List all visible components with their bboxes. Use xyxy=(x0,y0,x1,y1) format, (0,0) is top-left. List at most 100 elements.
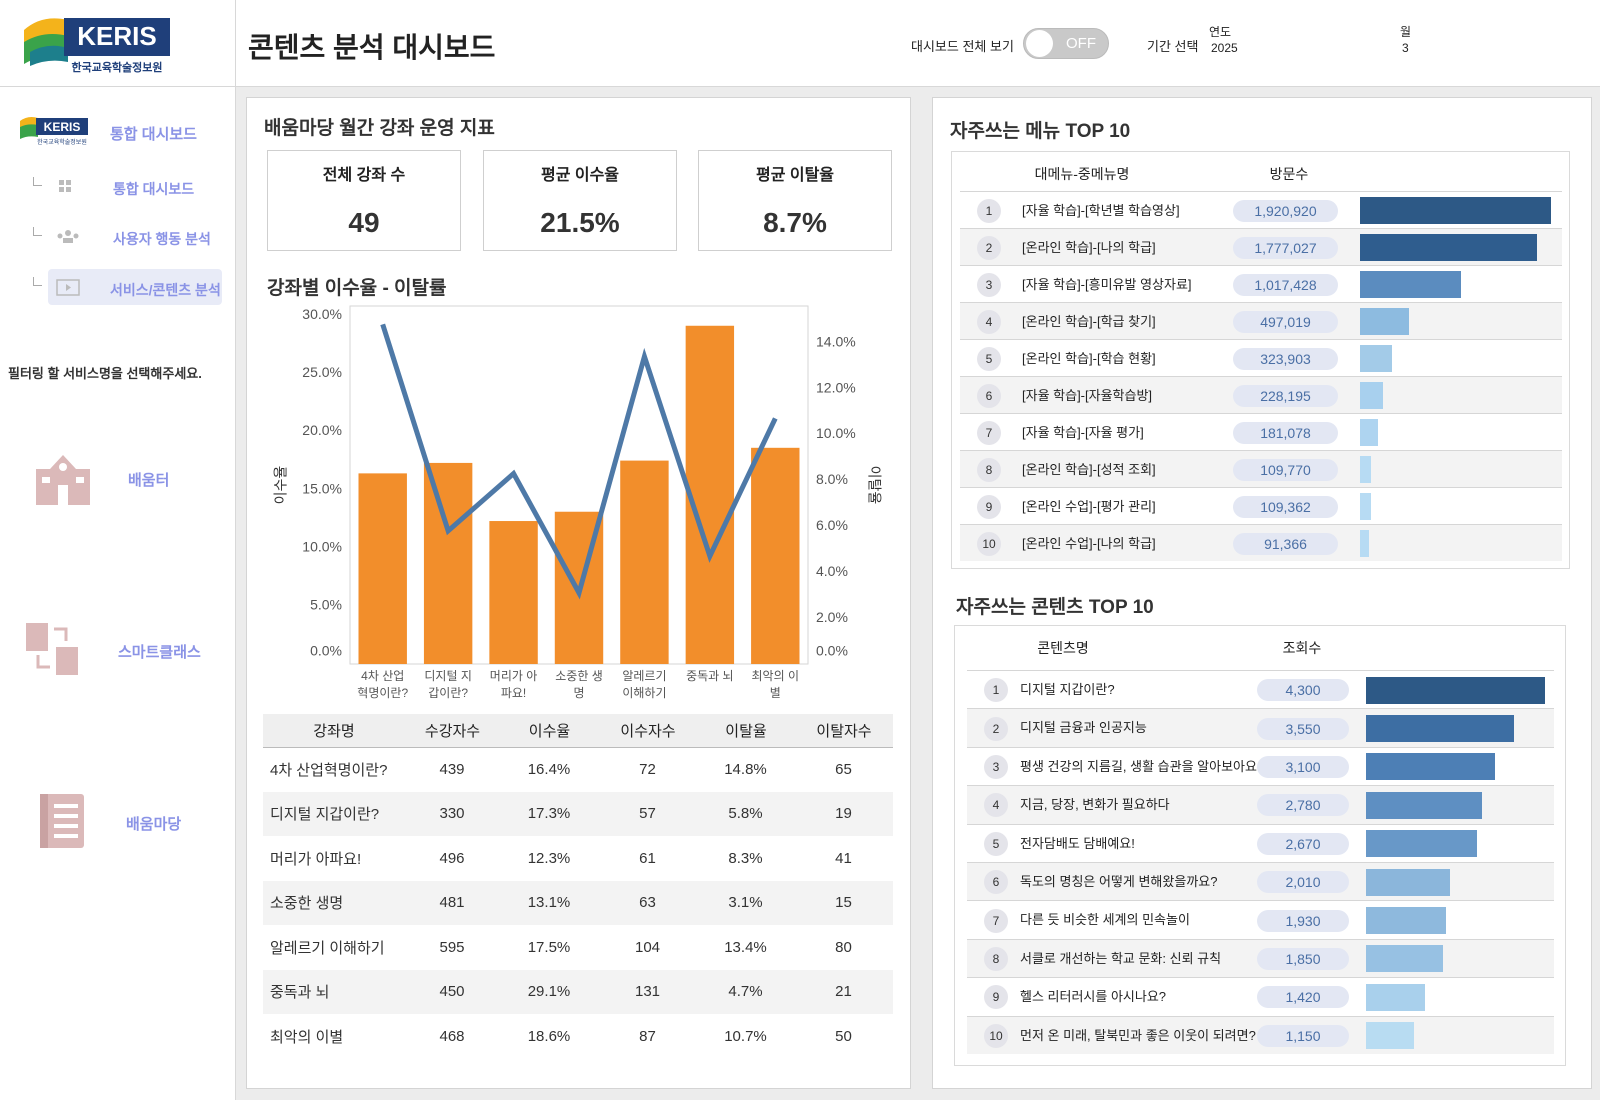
count-pill: 3,100 xyxy=(1257,755,1349,778)
column-header: 이탈율 xyxy=(697,714,795,748)
rank-badge: 2 xyxy=(984,716,1008,741)
table-row: 중독과 뇌 450 29.1% 131 4.7% 21 xyxy=(263,969,893,1014)
bar xyxy=(1360,419,1378,446)
course-table: 강좌명 수강자수 이수율 이수자수 이탈율 이탈자수 4차 산업혁명이란? 439 16.4% 7… xyxy=(263,714,893,1059)
x-label-box: 소중한 생명 xyxy=(555,669,603,700)
bar xyxy=(358,473,407,664)
kpi-card: 평균 이수율 21.5% xyxy=(483,150,677,251)
table-row: 디지털 지갑이란? 330 17.3% 57 5.8% 19 xyxy=(263,791,893,836)
rank-badge: 10 xyxy=(977,531,1001,556)
tick-label: 2.0% xyxy=(816,609,848,625)
item-name: 헬스 리터러시를 아시나요? xyxy=(1020,989,1167,1005)
count-pill: 1,777,027 xyxy=(1233,236,1338,259)
tick-label: 0.0% xyxy=(816,643,848,659)
count-pill: 1,930 xyxy=(1257,909,1349,932)
month-select[interactable]: 3 xyxy=(1402,41,1409,55)
table-cell: 330 xyxy=(439,805,465,823)
nav-item[interactable]: 서비스/콘텐츠 분석 xyxy=(110,282,221,298)
nav-selected[interactable] xyxy=(48,269,222,305)
table-cell: 131 xyxy=(634,983,661,1001)
rank-badge: 4 xyxy=(984,793,1008,818)
sidebar: KERIS 한국교육학술정보원 통합 대시보드 통합 대시보드 사용자 행동 분… xyxy=(0,87,236,1100)
x-label-box: 중독과 뇌 xyxy=(686,669,734,683)
month-label: 월 xyxy=(1400,25,1412,39)
table-cell: 10.7% xyxy=(724,1027,767,1045)
count-pill: 91,366 xyxy=(1233,532,1338,555)
logo[interactable]: KERIS 한국교육학술정보원 xyxy=(0,0,236,87)
nav-icon xyxy=(56,279,80,296)
toggle-switch[interactable]: OFF xyxy=(1023,28,1109,59)
item-name: [온라인 수업]-[평가 관리] xyxy=(1022,499,1156,514)
bar xyxy=(1366,1022,1414,1050)
table-cell: 481 xyxy=(439,894,465,912)
mini-logo-name: KERIS xyxy=(44,120,81,134)
bar xyxy=(1360,271,1462,298)
service-item[interactable]: 배움터 xyxy=(128,472,170,489)
item-name: [온라인 학습]-[성적 조회] xyxy=(1022,462,1156,477)
bar xyxy=(423,462,473,664)
x-label-box: 디지털 지갑이란? xyxy=(424,669,472,700)
service-icon xyxy=(26,623,78,675)
item-name: [자율 학습]-[흥미유발 영상자료] xyxy=(1022,277,1192,292)
table-cell: 알레르기 이해하기 xyxy=(270,939,385,957)
table-cell: 21 xyxy=(835,983,852,1001)
kpi-card: 전체 강좌 수 49 xyxy=(267,150,461,251)
bar xyxy=(751,447,800,664)
item-name: 다른 듯 비슷한 세계의 민속놀이 xyxy=(1020,912,1190,928)
bar xyxy=(1366,715,1514,743)
tick-label: 8.0% xyxy=(816,471,848,487)
bar xyxy=(1360,308,1410,335)
nav-item[interactable]: 사용자 행동 분석 xyxy=(113,231,211,247)
table-row: 알레르기 이해하기 595 17.5% 104 13.4% 80 xyxy=(263,925,893,970)
table-cell: 595 xyxy=(439,938,465,956)
tick-label: 14.0% xyxy=(816,333,856,349)
count-pill: 1,920,920 xyxy=(1233,199,1338,222)
table-cell: 소중한 생명 xyxy=(270,895,344,913)
table-cell: 29.1% xyxy=(527,983,571,1001)
tick-label: 6.0% xyxy=(816,517,848,533)
list-row: 10 먼저 온 미래, 탈북민과 좋은 이웃이 되려면? 1,150 xyxy=(967,1015,1554,1054)
x-label-box: 알레르기 이해하기 xyxy=(622,669,666,700)
service-item[interactable]: 배움마당 xyxy=(126,816,182,833)
chart-title: 강좌별 이수율 - 이탈률 xyxy=(267,278,447,299)
table-cell: 3.1% xyxy=(728,894,763,912)
bar xyxy=(1366,868,1450,896)
nav-item[interactable]: 통합 대시보드 xyxy=(113,181,195,197)
logo-subtitle: 한국교육학술정보원 xyxy=(71,60,162,74)
table-cell: 12.3% xyxy=(527,849,571,867)
tick-label: 30.0% xyxy=(302,306,342,322)
tick-label: 10.0% xyxy=(302,538,342,554)
rank-badge: 7 xyxy=(977,420,1001,445)
rank-badge: 7 xyxy=(984,908,1008,933)
year-select[interactable]: 2025 xyxy=(1211,41,1238,55)
bar xyxy=(1360,530,1370,557)
service-item[interactable]: 스마트클래스 xyxy=(118,644,201,661)
list-row: 4 지금, 당장, 변화가 필요하다 2,780 xyxy=(967,785,1554,824)
menu-list: 대메뉴-중메뉴명 방문수 1 [자율 학습]-[학년별 학습영상] 1,920,92… xyxy=(951,151,1570,569)
table-cell: 19 xyxy=(835,805,852,823)
list-row: 10 [온라인 수업]-[나의 학급] 91,366 xyxy=(960,524,1562,561)
list-row: 4 [온라인 학습]-[학급 찾기] 497,019 xyxy=(960,302,1562,339)
kpi-value: 49 xyxy=(348,207,380,238)
table-cell: 61 xyxy=(639,849,656,867)
table-cell: 468 xyxy=(439,1027,465,1045)
rank-badge: 1 xyxy=(984,678,1008,703)
bar xyxy=(1366,791,1482,819)
rank-badge: 8 xyxy=(977,457,1001,482)
line xyxy=(380,323,778,600)
list-row: 9 헬스 리터러시를 아시나요? 1,420 xyxy=(967,977,1554,1016)
list-row: 8 서클로 개선하는 학교 문화: 신뢰 규칙 1,850 xyxy=(967,938,1554,978)
tick-label: 10.0% xyxy=(816,425,856,441)
column-header: 콘텐츠명 xyxy=(1037,640,1089,656)
kpi-label: 평균 이수율 xyxy=(540,167,620,184)
tick-label: 0.0% xyxy=(310,643,342,659)
table-cell: 439 xyxy=(439,761,465,778)
count-pill: 323,903 xyxy=(1233,347,1338,370)
table-cell: 중독과 뇌 xyxy=(270,984,330,1002)
header: KERIS 한국교육학술정보원 콘텐츠 분석 대시보드 대시보드 전체 보기 O… xyxy=(0,0,1600,87)
count-pill: 4,300 xyxy=(1257,679,1349,702)
list-row: 2 디지털 금융과 인공지능 3,550 xyxy=(967,708,1554,747)
nav-item[interactable]: 통합 대시보드 xyxy=(110,126,197,143)
table-cell: 50 xyxy=(835,1027,852,1045)
x-label-box: 4차 산업혁명이란? xyxy=(357,669,408,700)
